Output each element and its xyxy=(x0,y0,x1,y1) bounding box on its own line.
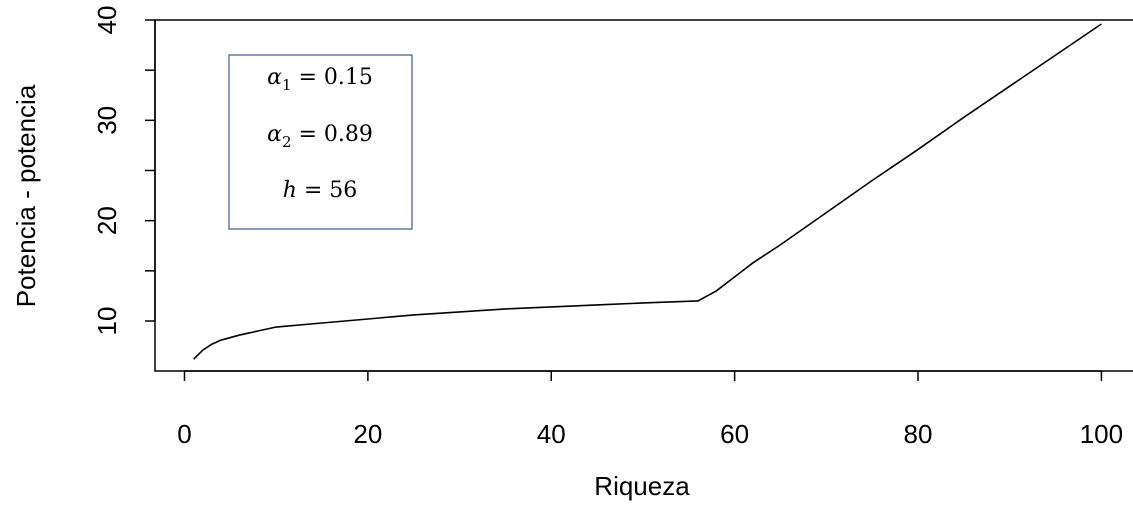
legend-annotation: α1 = 0.15 xyxy=(267,65,373,94)
legend-frame xyxy=(228,54,413,230)
y-tick-label: 30 xyxy=(92,106,122,135)
legend-annotation: h = 56 xyxy=(283,178,358,203)
x-axis: 0 20 40 60 80 100 xyxy=(177,370,1123,449)
y-axis: 10 20 30 40 xyxy=(92,6,156,336)
y-tick-label: 20 xyxy=(92,206,122,235)
x-tick-label: 40 xyxy=(537,419,566,449)
x-axis-label: Riqueza xyxy=(594,471,690,501)
legend-box: α1 = 0.15 α2 = 0.89 h = 56 xyxy=(228,54,413,230)
x-tick-label: 100 xyxy=(1080,419,1123,449)
x-tick-label: 80 xyxy=(904,419,933,449)
legend-annotation: α2 = 0.89 xyxy=(267,122,373,151)
y-axis-label: Potencia - potencia xyxy=(11,84,41,307)
y-tick-label: 40 xyxy=(92,6,122,35)
y-tick-label: 10 xyxy=(92,307,122,336)
series-line xyxy=(193,23,1102,360)
x-tick-label: 0 xyxy=(177,419,191,449)
x-tick-label: 20 xyxy=(353,419,382,449)
x-tick-label: 60 xyxy=(720,419,749,449)
